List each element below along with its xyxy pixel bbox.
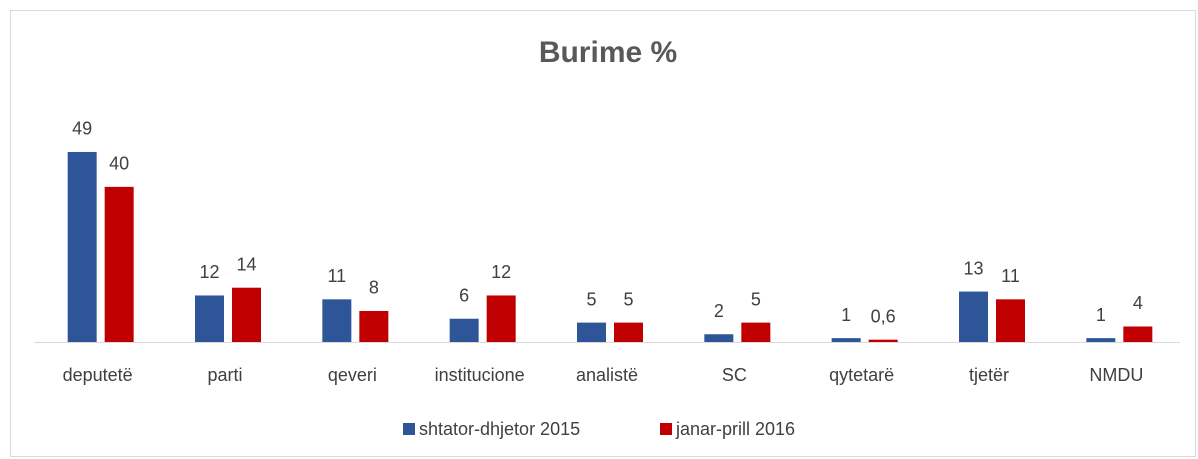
bar [741,322,771,342]
data-label: 5 [751,289,761,309]
x-tick-label: NMDU [1089,365,1143,385]
chart-border [10,10,1196,457]
x-tick-label: analistë [576,365,638,385]
legend-label: shtator-dhjetor 2015 [419,419,580,439]
data-label: 12 [491,262,511,282]
x-tick-label: qytetarë [829,365,894,385]
bar [996,299,1025,342]
x-tick-label: deputetë [63,365,133,385]
bar [359,310,389,342]
x-tick-label: institucione [435,365,525,385]
legend-swatch [660,423,672,435]
data-label: 40 [109,154,129,174]
data-label: 11 [1001,266,1020,286]
data-label: 8 [369,278,379,298]
data-label: 1 [1096,305,1106,325]
chart-title: Burime % [539,36,677,69]
data-label: 0,6 [871,306,896,326]
bar [831,338,861,342]
data-label: 5 [586,289,596,309]
bar [868,339,898,342]
legend-swatch [403,423,415,435]
data-label: 11 [327,266,346,286]
x-tick-label: parti [207,365,242,385]
bar [614,322,643,342]
x-tick-label: qeveri [328,365,377,385]
bar [1086,338,1116,342]
data-label: 6 [459,285,469,305]
x-tick-label: tjetër [969,365,1009,385]
bar [104,186,134,342]
bar [577,322,606,342]
bar [232,287,261,342]
data-label: 14 [236,254,256,274]
data-label: 1 [841,305,851,325]
data-label: 4 [1133,293,1143,313]
data-label: 5 [623,289,633,309]
data-label: 13 [963,258,983,278]
data-label: 12 [199,262,219,282]
bar [449,318,479,342]
bar [959,291,988,342]
bar [322,299,352,342]
bar [486,295,516,342]
legend-label: janar-prill 2016 [675,419,795,439]
data-label: 49 [72,119,92,139]
bar [67,151,97,342]
x-tick-label: SC [722,365,747,385]
data-label: 2 [714,301,724,321]
bar [1123,326,1153,342]
bar [195,295,224,342]
bar [704,334,734,342]
